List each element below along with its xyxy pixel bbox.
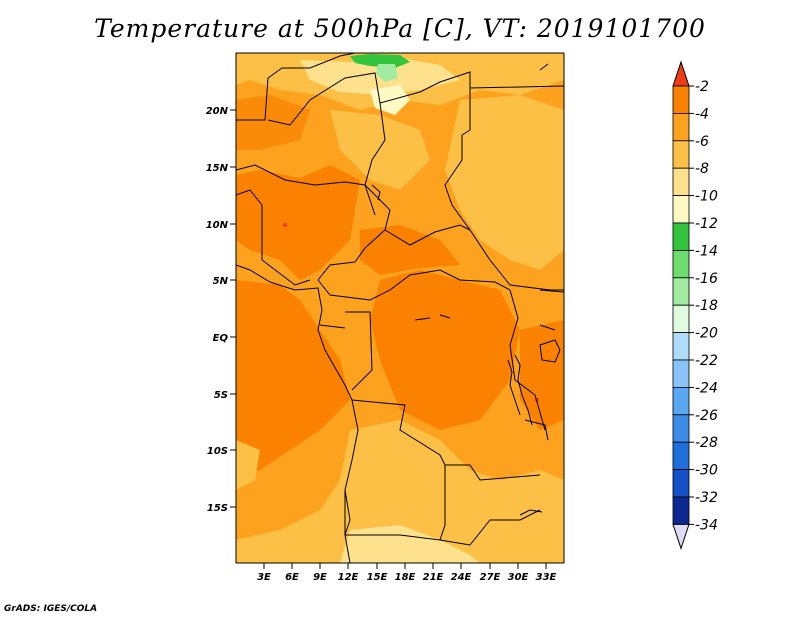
coastline	[236, 264, 359, 563]
cool-region-sudan	[445, 95, 564, 270]
colorbar-label: -14	[695, 243, 718, 259]
warm-region-car	[360, 225, 460, 275]
cool-patch-angola	[400, 440, 445, 480]
colorbar-top-triangle	[672, 60, 690, 87]
colorbar-band	[672, 469, 690, 498]
colorbar-label: -6	[695, 134, 709, 150]
colorbar-label: -28	[695, 435, 718, 451]
y-tick-label: 10N	[206, 220, 229, 231]
colorbar: -2 -4 -6 -8 -10 -12 -14 -16 -18 -20 -22 -24 -26 -28 -3…	[672, 60, 718, 550]
y-tick-label: 5N	[213, 276, 229, 287]
red-spot-1	[282, 222, 288, 228]
colorbar-label: -26	[695, 408, 718, 424]
cool-patch-atlantic	[236, 440, 260, 490]
colorbar-band	[672, 113, 690, 142]
colorbar-label: -8	[695, 161, 709, 177]
colorbar-label: -16	[695, 271, 718, 287]
colorbar-label: -22	[695, 353, 718, 369]
x-tick-label: 27E	[480, 572, 501, 583]
warm-region-north	[236, 95, 310, 150]
colorbar-label: -34	[695, 517, 718, 533]
y-tick-label: 20N	[206, 106, 229, 117]
light-green-patch	[376, 64, 398, 82]
x-tick-label: 18E	[395, 572, 416, 583]
colorbar-label: -2	[695, 79, 709, 95]
colorbar-band	[672, 222, 690, 251]
colorbar-band	[672, 85, 690, 114]
x-tick-label: 24E	[451, 572, 472, 583]
colorbar-band	[672, 414, 690, 443]
x-tick-label: 33E	[536, 572, 557, 583]
colorbar-band	[672, 249, 690, 279]
colorbar-label: -32	[695, 490, 718, 506]
colorbar-band	[672, 359, 690, 388]
temperature-field	[236, 53, 564, 563]
cool-region-south	[236, 420, 564, 563]
colorbar-label: -24	[695, 380, 718, 396]
colorbar-label: -4	[695, 106, 709, 122]
colorbar-band	[672, 167, 690, 196]
lakes	[371, 63, 561, 516]
colorbar-label: -20	[695, 326, 718, 342]
colorbar-band	[672, 140, 690, 169]
x-tick-label: 30E	[508, 572, 529, 583]
colorbar-band	[672, 496, 690, 525]
colorbar-band	[672, 386, 690, 416]
colorbar-bottom-triangle	[672, 523, 690, 550]
colorbar-label: -10	[695, 189, 718, 205]
colorbar-label: -12	[695, 216, 718, 232]
x-tick-label: 21E	[423, 572, 444, 583]
country-borders	[236, 53, 564, 546]
colorbar-label: -30	[695, 463, 718, 479]
colorbar-band	[672, 332, 690, 361]
x-tick-label: 3E	[257, 572, 271, 583]
x-tick-label: 9E	[313, 572, 327, 583]
warm-region-gulf	[236, 280, 350, 480]
map-title: Temperature at 500hPa [C], VT: 201910170…	[94, 14, 706, 43]
warm-region-east	[520, 320, 564, 430]
colorbar-band	[672, 195, 690, 224]
tick-marks	[230, 109, 547, 569]
colorbar-label: -18	[695, 298, 718, 314]
colorbar-band	[672, 277, 690, 306]
x-tick-label: 12E	[338, 572, 359, 583]
y-tick-label: 15N	[206, 163, 229, 174]
x-tick-label: 15E	[367, 572, 388, 583]
x-axis-labels: 3E 6E 9E 12E 15E 18E 21E 24E 27E 30E 33E	[257, 572, 556, 583]
grads-credit: GrADS: IGES/COLA	[4, 604, 98, 614]
y-tick-label: 15S	[207, 503, 228, 514]
cool-region-chad	[330, 110, 430, 190]
colorbar-band	[672, 441, 690, 471]
warm-region-west	[236, 165, 360, 280]
y-tick-label: EQ	[213, 333, 229, 344]
colorbar-band	[672, 304, 690, 334]
x-tick-label: 6E	[285, 572, 299, 583]
map-frame	[235, 52, 565, 564]
y-tick-label: 10S	[207, 446, 228, 457]
y-tick-label: 5S	[214, 390, 228, 401]
y-axis-labels: 20N 15N 10N 5N EQ 5S 10S 15S	[206, 106, 229, 514]
warm-region-congo	[370, 270, 520, 430]
